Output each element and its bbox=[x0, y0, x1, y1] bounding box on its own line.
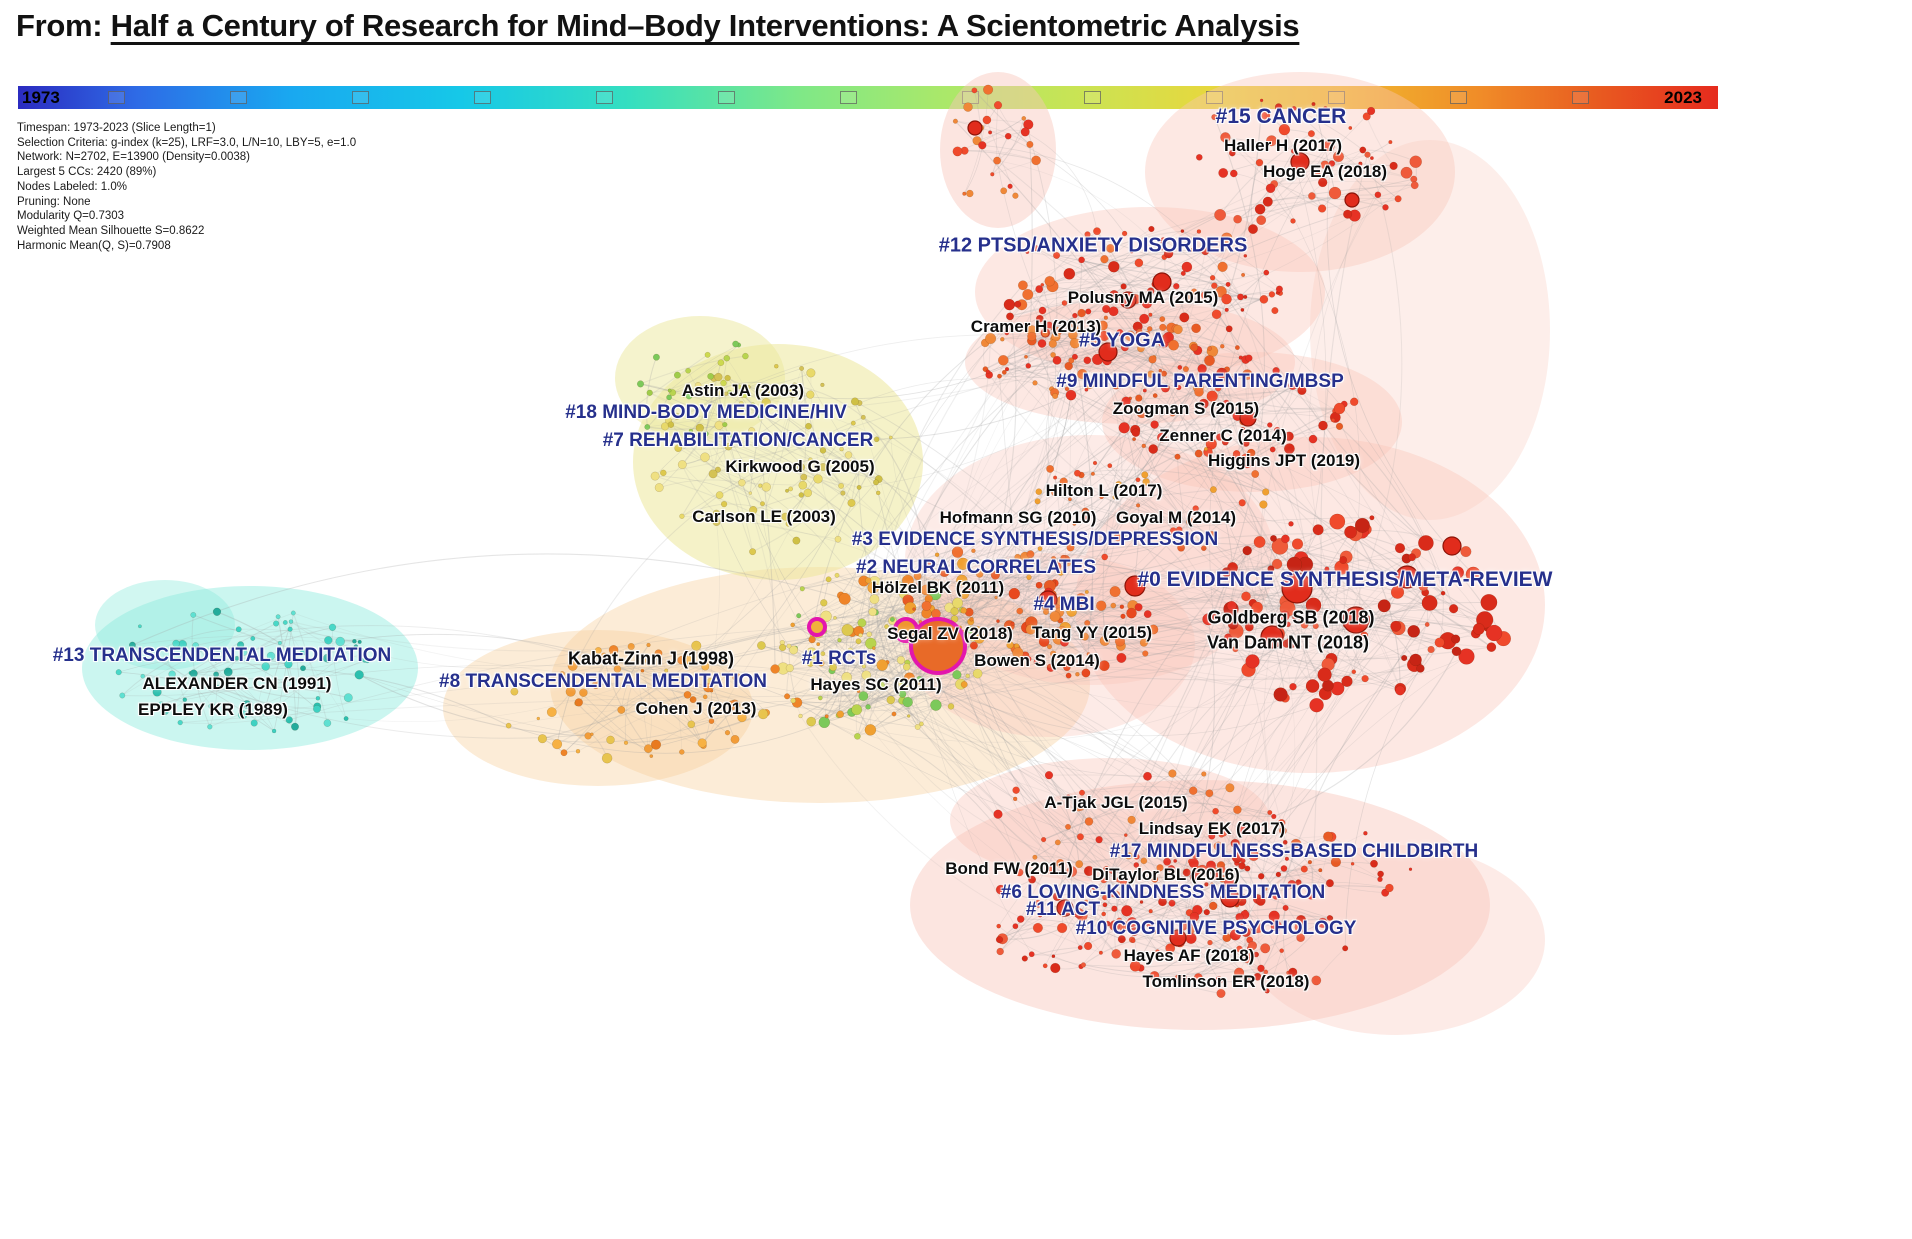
timeline-tick bbox=[718, 91, 735, 104]
network-stats: Timespan: 1973-2023 (Slice Length=1) Sele… bbox=[17, 121, 356, 253]
timeline-tick bbox=[1084, 91, 1101, 104]
timeline-tick bbox=[474, 91, 491, 104]
title-prefix: From: bbox=[16, 8, 111, 43]
timeline-bar: 1973 2023 bbox=[18, 86, 1718, 109]
stats-line: Largest 5 CCs: 2420 (89%) bbox=[17, 166, 157, 179]
stats-line: Weighted Mean Silhouette S=0.8622 bbox=[17, 225, 205, 238]
stats-line: Timespan: 1973-2023 (Slice Length=1) bbox=[17, 122, 216, 134]
stats-line: Network: N=2702, E=13900 (Density=0.0038… bbox=[17, 151, 251, 164]
article-title-link[interactable]: Half a Century of Research for Mind–Body… bbox=[110, 8, 1300, 43]
timeline-start-year: 1973 bbox=[22, 88, 60, 107]
timeline-tick bbox=[1206, 91, 1223, 104]
timeline-tick bbox=[1450, 91, 1467, 104]
timeline-tick bbox=[352, 91, 369, 104]
stats-line: Harmonic Mean(Q, S)=0.7908 bbox=[17, 239, 171, 252]
timeline-tick bbox=[596, 91, 613, 104]
page-title: From: Half a Century of Research for Min… bbox=[16, 8, 1300, 44]
stats-line: Pruning: None bbox=[17, 195, 91, 208]
stats-line: Modularity Q=0.7303 bbox=[17, 210, 125, 223]
timeline-tick bbox=[1328, 91, 1345, 104]
timeline-tick bbox=[230, 91, 247, 104]
timeline-tick bbox=[1572, 91, 1589, 104]
stats-line: Nodes Labeled: 1.0% bbox=[17, 180, 127, 193]
timeline-tick bbox=[840, 91, 857, 104]
timeline-end-year: 2023 bbox=[1664, 88, 1702, 107]
stats-line: Selection Criteria: g-index (k=25), LRF=… bbox=[17, 136, 357, 149]
timeline-tick bbox=[108, 91, 125, 104]
